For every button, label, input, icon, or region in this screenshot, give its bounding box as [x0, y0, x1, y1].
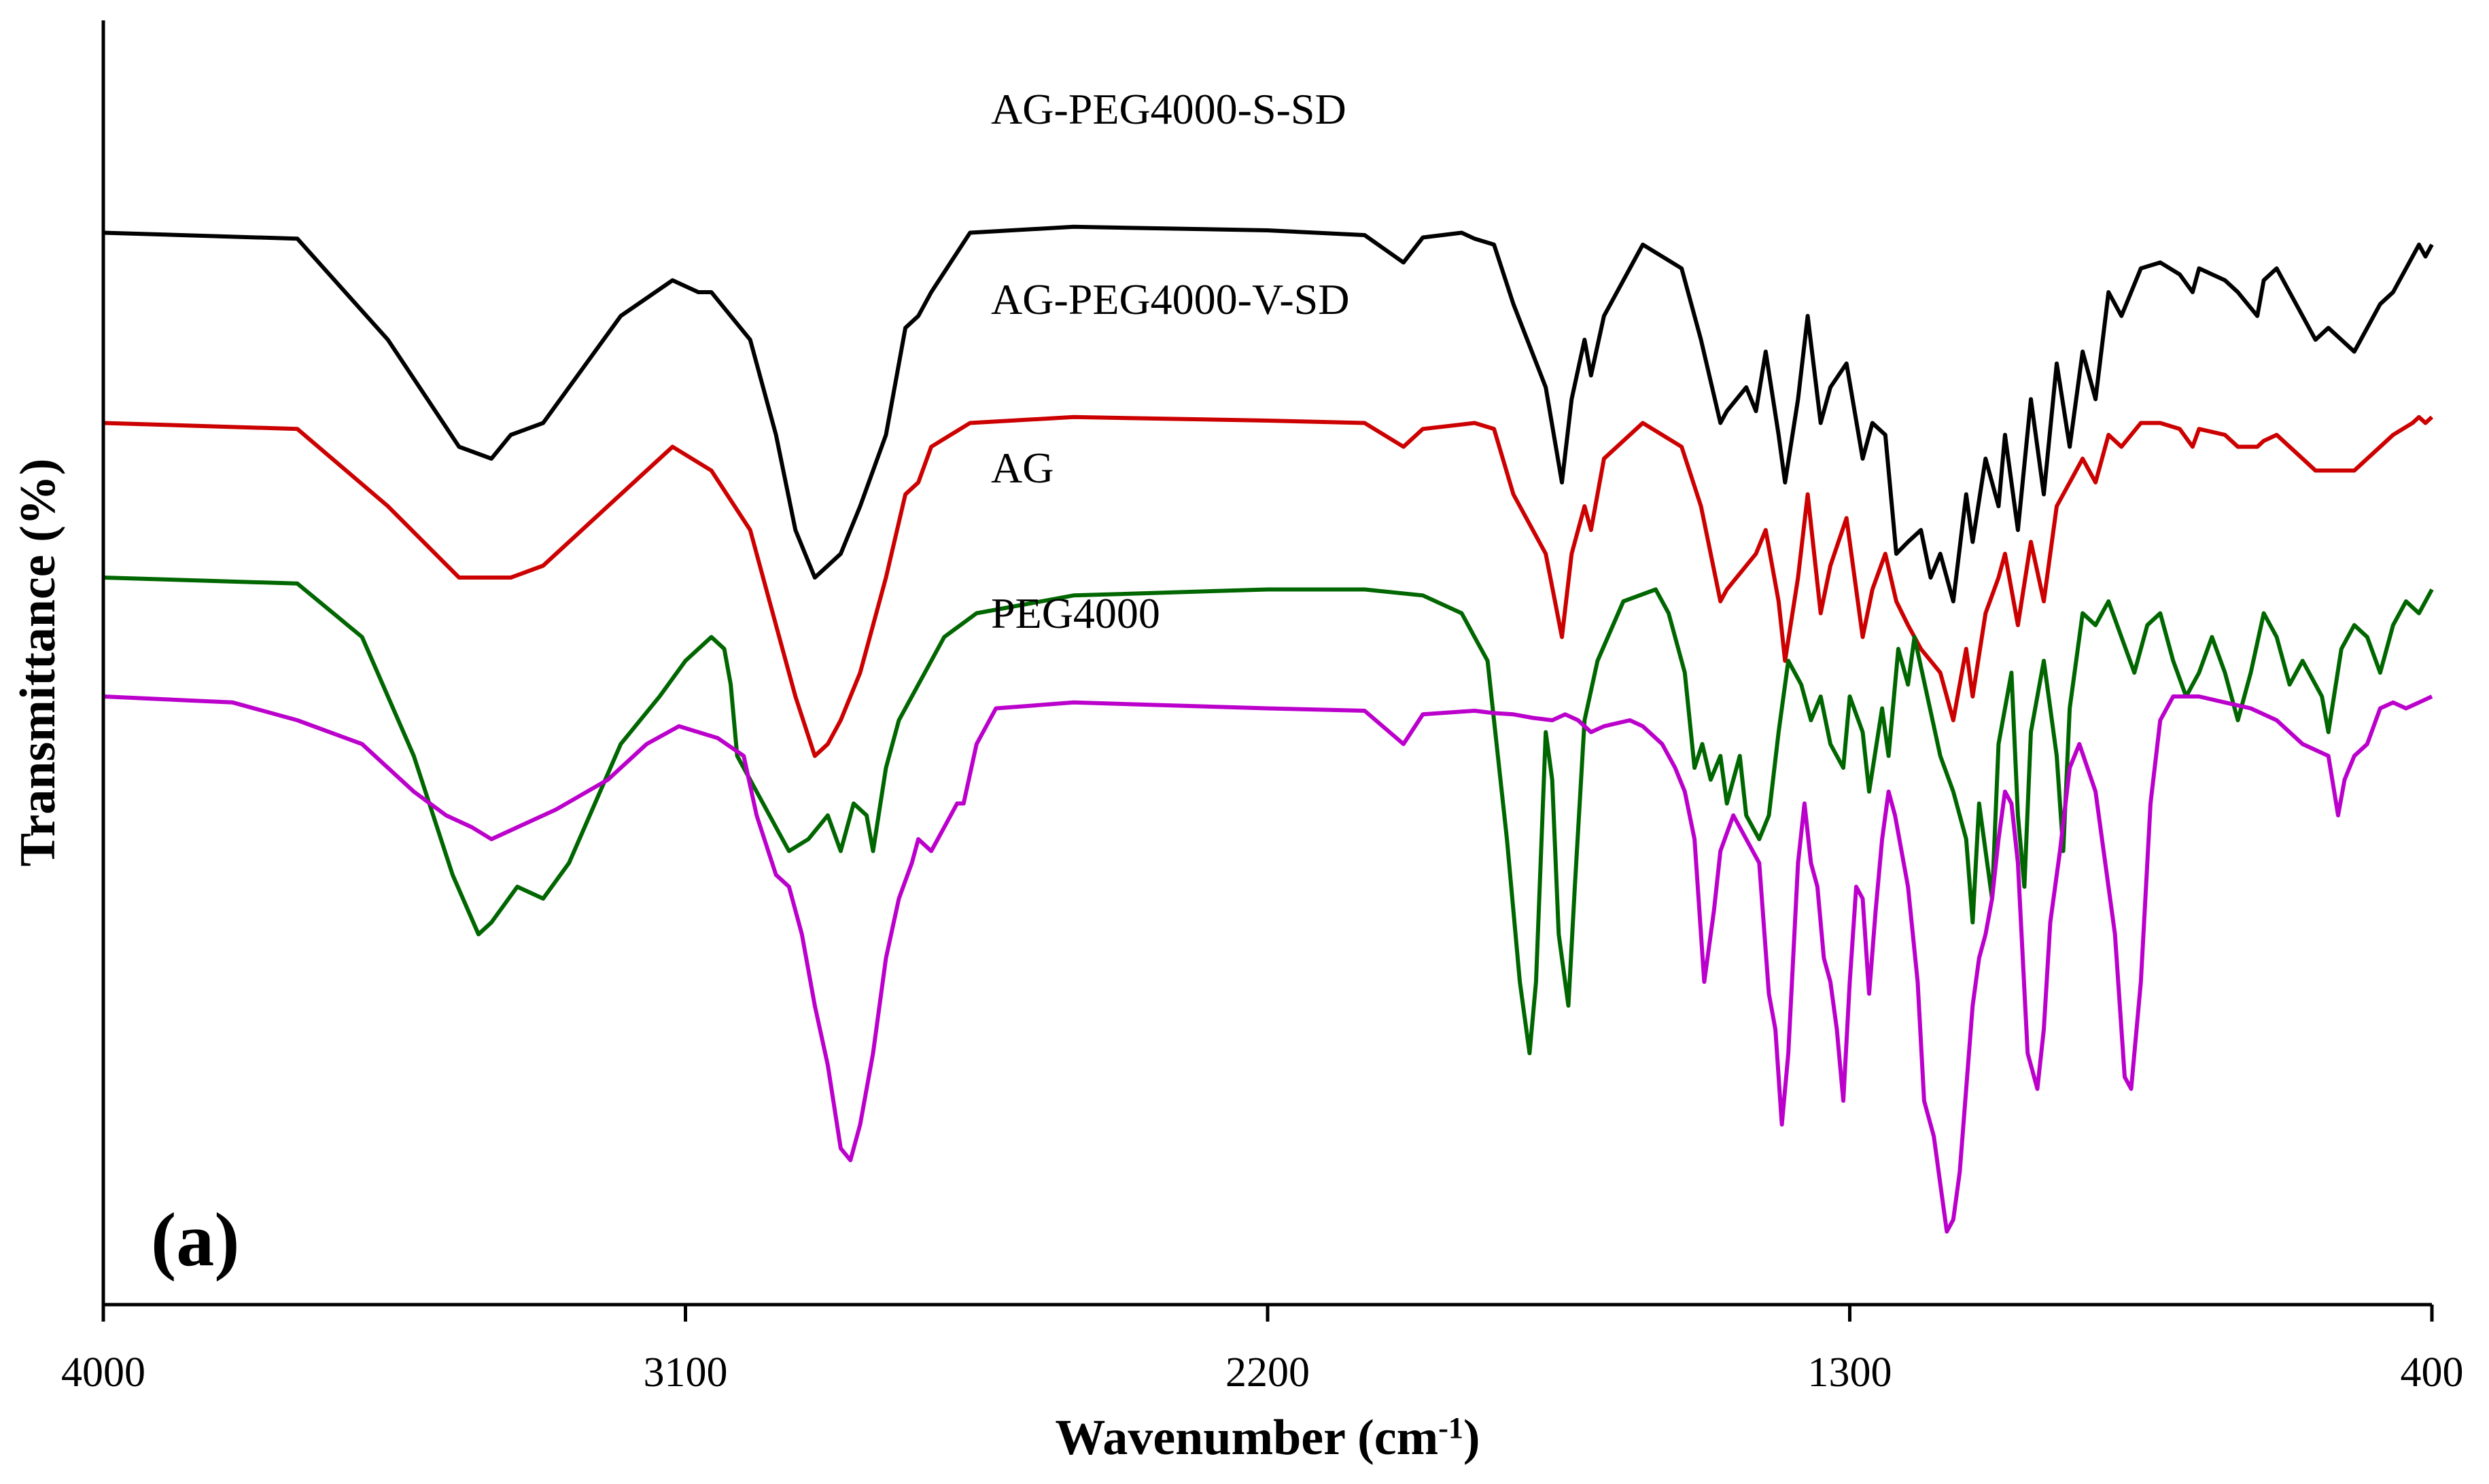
- x-tick-label-1300: 1300: [1808, 1349, 1892, 1396]
- series-line-ag-peg4000-s-sd: [103, 224, 2434, 603]
- series-label-ag-peg4000-s-sd: AG-PEG4000-S-SD: [991, 85, 1346, 133]
- series-label-ag: AG: [991, 444, 1054, 492]
- spectra-group: [103, 224, 2434, 1234]
- x-axis-title-sup: -1: [1438, 1411, 1463, 1445]
- x-tick-label-2200: 2200: [1225, 1349, 1310, 1396]
- x-axis-title-text: Wavenumber (cm: [1055, 1410, 1438, 1466]
- panel-label: (a): [151, 1198, 240, 1282]
- axes: [101, 20, 2432, 1307]
- series-label-ag-peg4000-v-sd: AG-PEG4000-V-SD: [991, 275, 1349, 323]
- series-line-ag-peg4000-v-sd: [103, 414, 2434, 758]
- y-axis-title: Transmittance (%): [10, 459, 66, 867]
- x-tick-label-400: 400: [2401, 1349, 2464, 1396]
- x-tick-label-3100: 3100: [644, 1349, 728, 1396]
- series-labels: AG-PEG4000-S-SD AG-PEG4000-V-SD AG PEG40…: [991, 85, 1349, 637]
- x-axis-title: Wavenumber (cm-1): [1055, 1410, 1480, 1466]
- series-label-peg4000: PEG4000: [991, 589, 1160, 637]
- x-tick-label-4000: 4000: [61, 1349, 145, 1396]
- series-line-ag: [103, 576, 2434, 1055]
- series-line-peg4000: [103, 694, 2433, 1234]
- x-axis-title-close: ): [1463, 1410, 1480, 1466]
- x-ticks: 4000 3100 2200 1300 400: [61, 1305, 2464, 1396]
